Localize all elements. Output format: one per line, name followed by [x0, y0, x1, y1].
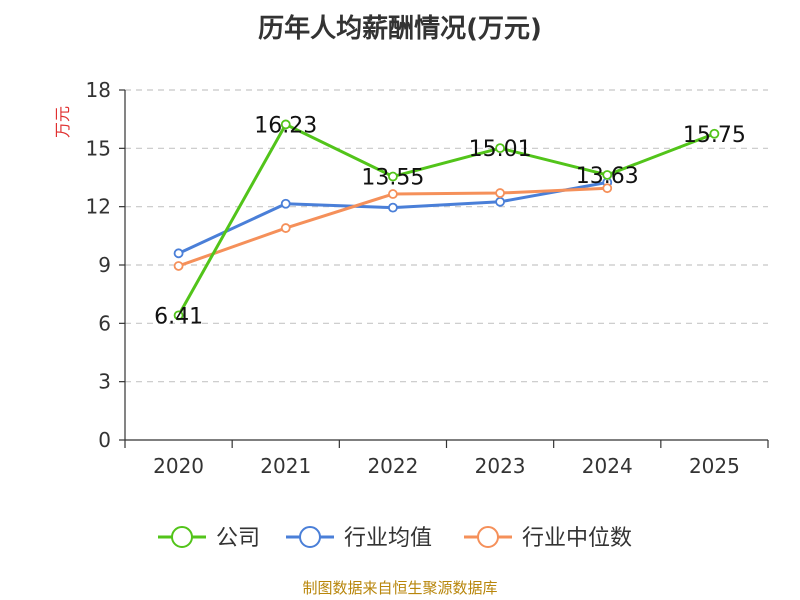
legend-label: 公司 — [216, 526, 260, 551]
legend-label: 行业中位数 — [522, 526, 632, 551]
source-note: 制图数据来自恒生聚源数据库 — [302, 579, 498, 597]
legend-item[interactable]: 行业均值 — [286, 526, 432, 551]
legend-swatch-marker — [477, 526, 499, 548]
data-label: 13.55 — [361, 166, 424, 191]
data-point — [280, 198, 291, 209]
chart-title: 历年人均薪酬情况(万元) — [258, 14, 542, 44]
y-tick-label: 3 — [98, 370, 111, 394]
x-tick-label: 2021 — [260, 454, 311, 478]
legend-swatch-marker — [171, 526, 193, 548]
data-point — [280, 223, 291, 233]
series-line-0 — [177, 122, 715, 317]
legend-item[interactable]: 行业中位数 — [464, 526, 632, 551]
data-label: 15.01 — [469, 137, 532, 162]
y-axis-label: 万元 — [53, 106, 72, 138]
data-point — [280, 119, 291, 130]
data-point — [495, 188, 505, 198]
y-tick-label: 9 — [98, 253, 111, 277]
x-tick-label: 2022 — [367, 454, 418, 478]
axes: 0 3 6 9 12 15 18 2020 2021 2022 2023 2024 2025 — [86, 78, 769, 478]
data-point — [173, 310, 184, 321]
data-point — [388, 171, 398, 182]
y-tick-label: 15 — [86, 136, 111, 160]
data-labels: 6.41 16.23 13.55 15.01 13.63 15.75 — [154, 113, 746, 329]
grid-lines — [125, 89, 768, 383]
legend-item[interactable]: 公司 — [158, 526, 260, 551]
legend-label: 行业均值 — [344, 526, 432, 551]
data-label: 13.63 — [576, 164, 639, 189]
legend[interactable]: 公司 行业均值 行业中位数 — [158, 526, 632, 551]
y-tick-label: 12 — [86, 195, 111, 219]
data-point — [173, 248, 184, 259]
data-point — [602, 183, 613, 194]
data-label: 15.75 — [683, 123, 746, 148]
data-point — [388, 189, 398, 199]
data-point — [388, 202, 398, 213]
x-tick-label: 2024 — [582, 454, 633, 478]
y-tick-label: 18 — [86, 78, 111, 102]
data-label: 16.23 — [254, 113, 317, 138]
x-tick-label: 2020 — [153, 454, 204, 478]
series — [173, 119, 720, 321]
legend-swatch-marker — [299, 526, 321, 548]
data-point — [709, 128, 720, 139]
data-point — [495, 196, 505, 207]
y-tick-label: 6 — [98, 311, 111, 335]
y-tick-label: 0 — [98, 428, 111, 452]
data-point — [495, 143, 505, 154]
data-point — [173, 261, 184, 271]
x-tick-label: 2025 — [689, 454, 740, 478]
data-point — [602, 170, 613, 180]
x-tick-label: 2023 — [475, 454, 526, 478]
data-label: 6.41 — [154, 304, 203, 329]
